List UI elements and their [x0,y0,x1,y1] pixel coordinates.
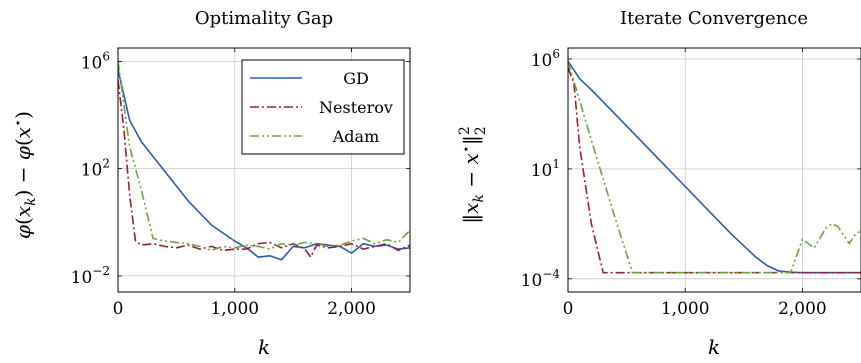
x-tick-label: 1,000 [661,299,710,319]
x-tick-label: 2,000 [778,299,827,319]
y-axis-label-iterate-convergence: ‖xk − x⋆‖22 [457,126,489,224]
series-group-optimality-gap [118,61,410,261]
series-line-nesterov [568,67,861,274]
legend-label-nesterov: Nesterov [319,98,393,117]
x-tick-label: 0 [563,299,574,319]
x-tick-label: 1,000 [210,299,259,319]
y-tick-label: 106 [81,49,110,73]
legend-label-adam: Adam [332,127,380,146]
y-tick-label: 101 [531,157,560,181]
y-tick-label: 10−4 [521,267,561,291]
panel-iterate-convergence: Iterate Convergence 0 1,000 2,000 106 101 10−… [457,8,861,359]
x-axis-label-iterate-convergence: k [708,335,720,359]
ticks-iterate-convergence: 0 1,000 2,000 106 101 10−4 [521,47,861,319]
legend: GD Nesterov Adam [241,59,405,155]
chart-title-optimality-gap: Optimality Gap [195,8,333,29]
y-tick-label: 10−2 [71,264,110,288]
series-line-gd [118,69,410,261]
series-line-nesterov [118,80,410,258]
series-line-adam [118,61,410,252]
series-group-iterate-convergence [568,60,861,274]
series-line-gd [568,60,861,274]
y-tick-label: 106 [531,47,560,71]
x-axis-label-optimality-gap: k [258,335,270,359]
ticks-optimality-gap: 0 1,000 2,000 106 102 10−2 [71,48,410,319]
legend-label-gd: GD [343,69,369,88]
chart-title-iterate-convergence: Iterate Convergence [620,8,808,29]
panel-optimality-gap: Optimality Gap 0 1,000 2,000 106 102 10−2 k φ… [11,8,411,359]
grid-iterate-convergence [568,48,861,292]
plot-frame-iterate-convergence [567,47,861,293]
x-tick-label: 2,000 [327,299,376,319]
y-tick-label: 102 [81,157,110,181]
x-tick-label: 0 [113,299,124,319]
plot-frame-optimality-gap [117,47,411,293]
series-line-adam [568,60,861,274]
y-axis-label-optimality-gap: φ(xk) − φ(x⋆) [11,111,39,239]
